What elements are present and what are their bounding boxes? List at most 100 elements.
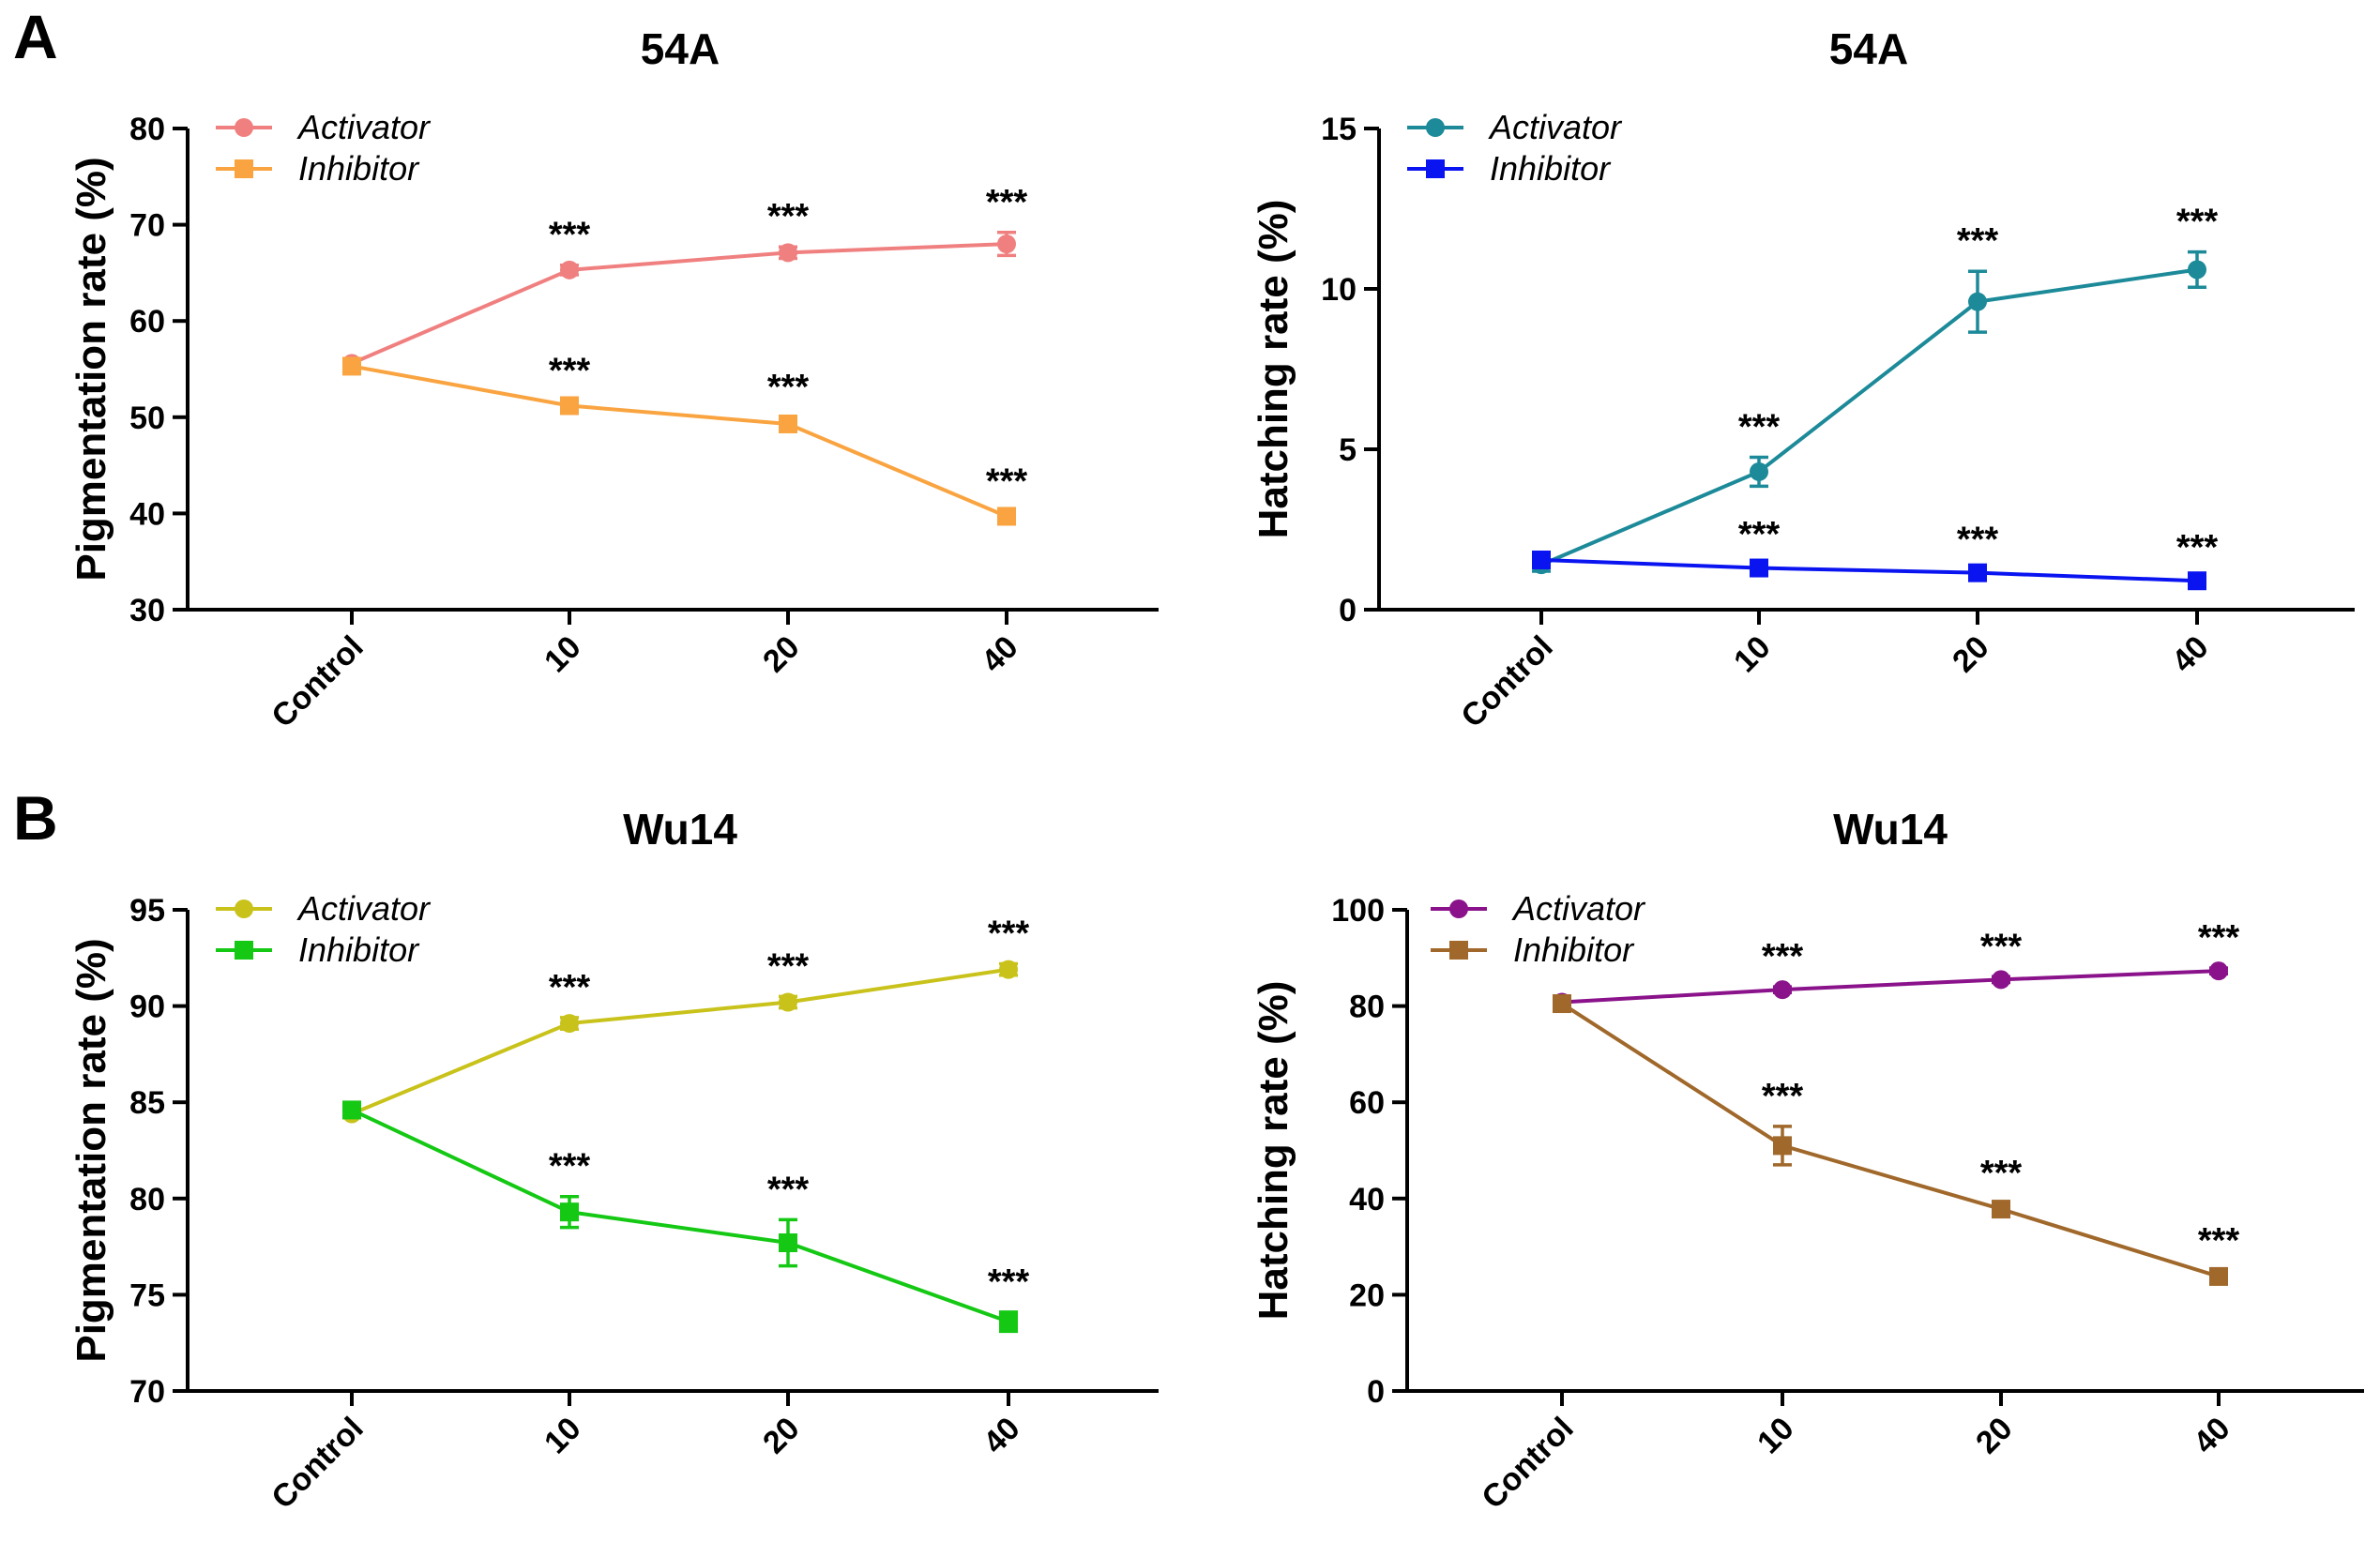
y-tick-label: 70: [129, 208, 165, 244]
y-tick-label: 40: [1349, 1182, 1385, 1217]
series-line: [1540, 267, 2198, 567]
x-tick-label: 20: [756, 1411, 807, 1461]
x-tick-label: 40: [975, 629, 1025, 680]
legend-label: Activator: [1511, 889, 1646, 928]
data-point: [560, 260, 579, 280]
y-tick-label: 80: [129, 1182, 165, 1217]
x-tick-label: 20: [1969, 1411, 2020, 1461]
x-tick-label: Control: [1454, 629, 1559, 734]
y-tick-label: 100: [1331, 893, 1385, 929]
significance-label: ***: [1980, 1154, 2023, 1193]
data-point: [342, 356, 361, 376]
x-tick-label: 40: [2165, 629, 2216, 680]
legend-marker: [1449, 941, 1468, 960]
legend-marker: [235, 900, 253, 918]
legend-marker: [1426, 118, 1445, 137]
significance-label: ***: [1957, 221, 1999, 261]
significance-label: ***: [549, 968, 591, 1007]
x-tick-label: 10: [1727, 629, 1778, 680]
data-point: [1773, 980, 1792, 1000]
series-activator: *** *** *** Activator: [216, 108, 1027, 373]
significance-label: ***: [767, 1170, 810, 1209]
y-tick-label: 40: [129, 496, 165, 532]
chart-title: 54A: [641, 24, 720, 73]
x-tick-label: 40: [977, 1411, 1027, 1461]
y-axis-label: Pigmentation rate (%): [68, 938, 114, 1362]
data-point: [1968, 292, 1987, 311]
significance-label: ***: [1738, 515, 1781, 554]
legend-label: Inhibitor: [1513, 930, 1635, 969]
significance-label: ***: [1980, 927, 2023, 966]
significance-label: ***: [2198, 1221, 2240, 1261]
y-axis-label: Pigmentation rate (%): [68, 157, 114, 581]
chart-title: Wu14: [1833, 805, 1948, 854]
data-point: [1968, 563, 1987, 582]
series-inhibitor: *** *** *** Inhibitor: [216, 149, 1027, 526]
data-point: [1750, 461, 1768, 481]
data-point: [779, 414, 797, 433]
significance-label: ***: [767, 368, 810, 407]
y-tick-label: 10: [1321, 272, 1357, 308]
y-tick-label: 90: [129, 990, 165, 1025]
legend-marker: [1426, 159, 1445, 178]
data-point: [2209, 961, 2228, 981]
y-tick-label: 70: [129, 1374, 165, 1410]
legend-marker: [235, 118, 253, 137]
significance-label: ***: [988, 1262, 1030, 1302]
significance-label: ***: [549, 216, 591, 255]
y-tick-label: 95: [129, 893, 165, 929]
x-tick-label: 10: [538, 1411, 588, 1461]
data-point: [2188, 260, 2206, 280]
series-activator: *** *** *** Activator: [1407, 108, 2219, 575]
y-tick-label: 85: [129, 1085, 165, 1121]
y-tick-label: 60: [129, 304, 165, 340]
significance-label: ***: [2176, 528, 2219, 567]
significance-label: ***: [1738, 408, 1781, 447]
legend-marker: [1449, 900, 1468, 918]
y-tick-label: 0: [1367, 1374, 1385, 1410]
y-tick-label: 30: [129, 593, 165, 628]
data-point: [1992, 1200, 2010, 1219]
data-point: [560, 1014, 579, 1034]
series-line: [351, 967, 1009, 1116]
x-tick-label: 10: [1751, 1411, 1801, 1461]
series-line: [1560, 1002, 2220, 1278]
legend-label: Inhibitor: [298, 149, 420, 188]
x-tick-label: Control: [265, 1411, 370, 1516]
data-point: [1992, 970, 2010, 990]
y-tick-label: 5: [1339, 432, 1357, 468]
data-point: [1773, 1136, 1792, 1156]
data-point: [560, 1202, 579, 1222]
significance-label: ***: [2176, 203, 2219, 242]
y-axis-label: Hatching rate (%): [1251, 200, 1296, 539]
series-line: [351, 242, 1008, 366]
series-line: [1540, 557, 2198, 583]
data-point: [999, 1312, 1018, 1332]
panel-letter-b: B: [13, 783, 58, 853]
data-point: [997, 506, 1016, 526]
data-point: [2209, 1266, 2228, 1286]
significance-label: ***: [767, 197, 810, 236]
data-point: [779, 992, 797, 1012]
chart-title: 54A: [1829, 24, 1908, 73]
series-activator: *** *** *** Activator: [1431, 889, 2239, 1012]
series-line: [1561, 969, 2220, 1005]
x-tick-label: 10: [538, 629, 588, 680]
legend-label: Activator: [296, 889, 432, 928]
legend-label: Inhibitor: [298, 930, 420, 969]
series-inhibitor: *** *** *** Inhibitor: [216, 930, 1030, 1334]
data-point: [1532, 550, 1551, 569]
x-tick-label: 40: [2187, 1411, 2237, 1461]
y-tick-label: 60: [1349, 1085, 1385, 1121]
x-tick-label: Control: [265, 629, 370, 734]
data-point: [999, 960, 1018, 979]
legend-label: Inhibitor: [1490, 149, 1612, 188]
legend-marker: [235, 941, 253, 960]
significance-label: ***: [988, 914, 1030, 953]
chart-b-pigmentation: Wu14 Pigmentation rate (%) 70 75 80 85 90 95 Con…: [68, 805, 1159, 1516]
legend-label: Activator: [1488, 108, 1623, 146]
y-tick-label: 80: [1349, 990, 1385, 1025]
series-line: [351, 1108, 1009, 1324]
significance-label: ***: [1762, 1077, 1804, 1116]
